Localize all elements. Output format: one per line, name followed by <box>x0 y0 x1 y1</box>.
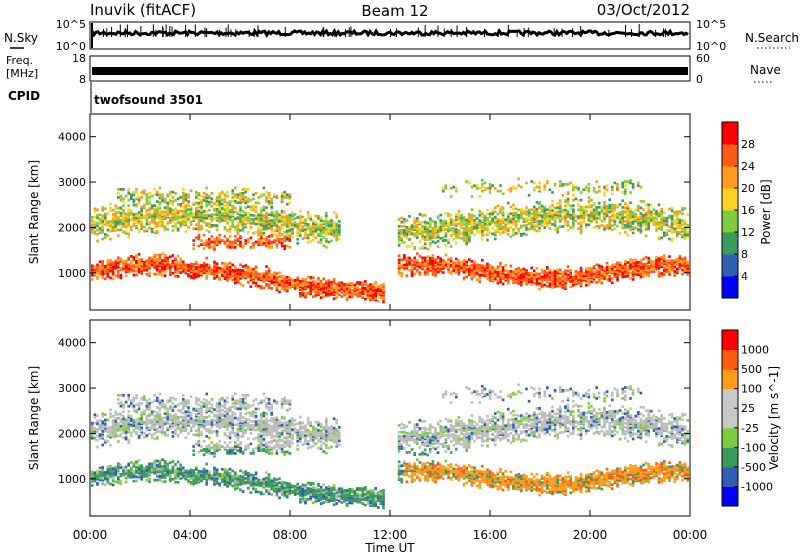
beam-title: Beam 12 <box>361 2 428 20</box>
nsky-tick-top: 10^5 <box>56 18 86 31</box>
power-panel: 1000 2000 3000 4000 Slant Range [km] 28 24 20… <box>27 113 773 311</box>
freq-tick-top: 18 <box>72 52 86 65</box>
time-tick-label: 12:00 <box>373 528 408 542</box>
nave-tick-bottom: 0 <box>696 73 703 86</box>
time-tick-label: 16:00 <box>473 528 508 542</box>
time-tick-label: 04:00 <box>173 528 208 542</box>
station-title: Inuvik (fitACF) <box>90 1 196 19</box>
velocity-scale-tick: -100 <box>741 441 766 454</box>
velocity-scale-tick: -500 <box>741 461 766 474</box>
cpid-program: twofsound 3501 <box>94 93 203 107</box>
nsky-panel: N.Sky 10^5 10^0 10^5 10^0 N.Search <box>4 18 799 53</box>
xaxis-label: Time UT <box>364 541 415 554</box>
velocity-scale-tick: -1000 <box>741 480 773 493</box>
cpid-row: CPID twofsound 3501 <box>8 82 203 113</box>
nsky-label: N.Sky <box>4 31 38 45</box>
range-tick-label: 4000 <box>58 337 86 350</box>
date-title: 03/Oct/2012 <box>597 1 690 19</box>
power-scale-tick: 8 <box>741 248 748 261</box>
time-tick-label: 20:00 <box>573 528 608 542</box>
power-scale-tick: 24 <box>741 160 755 173</box>
velocity-scale-tick: 25 <box>741 402 755 415</box>
nave-tick-top: 60 <box>696 52 710 65</box>
range-tick-label: 2000 <box>58 427 86 440</box>
power-colorbar-label: Power [dB] <box>759 179 773 244</box>
velocity-scale-tick: 1000 <box>741 344 769 357</box>
range-tick-label: 3000 <box>58 382 86 395</box>
velocity-colorbar: 1000 500 100 25 -25 -100 -500 -1000 <box>721 329 773 507</box>
velocity-scale-tick: 100 <box>741 383 762 396</box>
nsearch-label: N.Search <box>745 31 799 45</box>
range-tick-label: 2000 <box>58 221 86 234</box>
power-scale-tick: 4 <box>741 270 748 283</box>
cpid-label: CPID <box>8 89 40 103</box>
velocity-scale-tick: 500 <box>741 363 762 376</box>
power-scale-tick: 12 <box>741 226 755 239</box>
power-yaxis: 1000 2000 3000 4000 <box>58 131 690 280</box>
power-heatmap <box>91 177 689 304</box>
power-scale-tick: 20 <box>741 182 755 195</box>
nsky-tick-bottom: 10^0 <box>56 40 86 53</box>
velocity-heatmap <box>91 383 689 510</box>
range-tick-label: 1000 <box>58 267 86 280</box>
power-scale-tick: 28 <box>741 138 755 151</box>
power-ylabel: Slant Range [km] <box>27 160 41 264</box>
freq-label: Freq. <box>6 54 33 67</box>
time-tick-label: 08:00 <box>273 528 308 542</box>
range-tick-label: 1000 <box>58 473 86 486</box>
nave-label: Nave <box>750 63 781 77</box>
velocity-yaxis: 1000 2000 3000 4000 <box>58 337 690 486</box>
velocity-panel: 1000 2000 3000 4000 Slant Range [km] 1000 50… <box>27 319 781 517</box>
power-colorbar: 28 24 20 16 12 8 4 <box>721 121 755 299</box>
freq-tick-bottom: 8 <box>79 73 86 86</box>
range-tick-label: 3000 <box>58 176 86 189</box>
velocity-scale-tick: -25 <box>741 422 759 435</box>
velocity-ylabel: Slant Range [km] <box>27 366 41 470</box>
velocity-colorbar-label: Velocity [m s^-1] <box>767 366 781 470</box>
freq-unit: [MHz] <box>6 67 38 80</box>
range-tick-label: 4000 <box>58 131 86 144</box>
time-tick-label: 00:00 <box>73 528 108 542</box>
freq-panel: Freq. [MHz] 18 8 60 0 Nave <box>6 52 781 86</box>
time-tick-label: 00:00 <box>673 528 708 542</box>
nsearch-tick-top: 10^5 <box>696 18 726 31</box>
nsearch-tick-bottom: 10^0 <box>696 40 726 53</box>
time-axis: 00:00 04:00 08:00 12:00 16:00 20:00 00:00 <box>73 114 708 542</box>
power-scale-tick: 16 <box>741 204 755 217</box>
nsky-trace <box>90 23 689 48</box>
